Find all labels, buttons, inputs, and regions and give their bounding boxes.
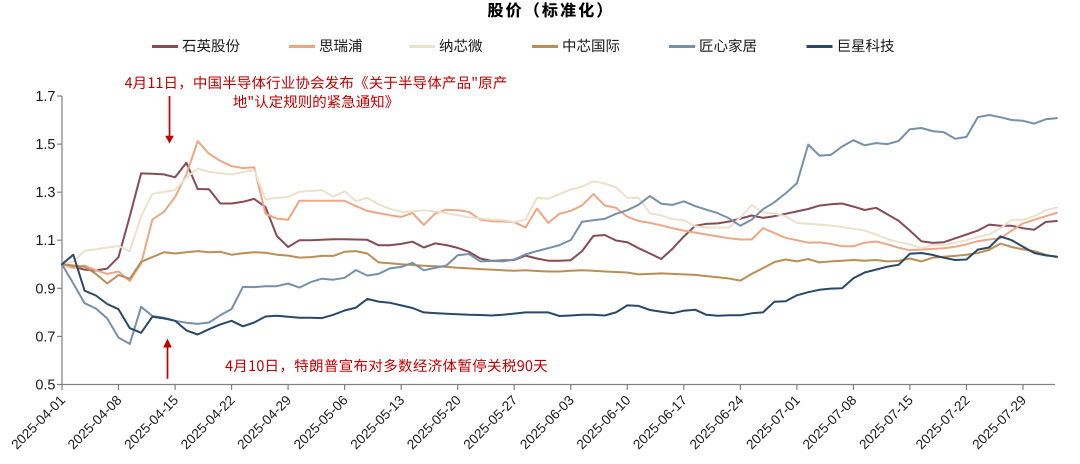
svg-text:0.9: 0.9 xyxy=(35,281,55,297)
svg-text:1.5: 1.5 xyxy=(35,137,55,153)
svg-text:1.7: 1.7 xyxy=(35,89,55,105)
svg-text:1.1: 1.1 xyxy=(35,233,55,249)
svg-text:1.3: 1.3 xyxy=(35,185,55,201)
svg-text:0.7: 0.7 xyxy=(35,329,55,345)
svg-text:0.5: 0.5 xyxy=(35,378,55,394)
